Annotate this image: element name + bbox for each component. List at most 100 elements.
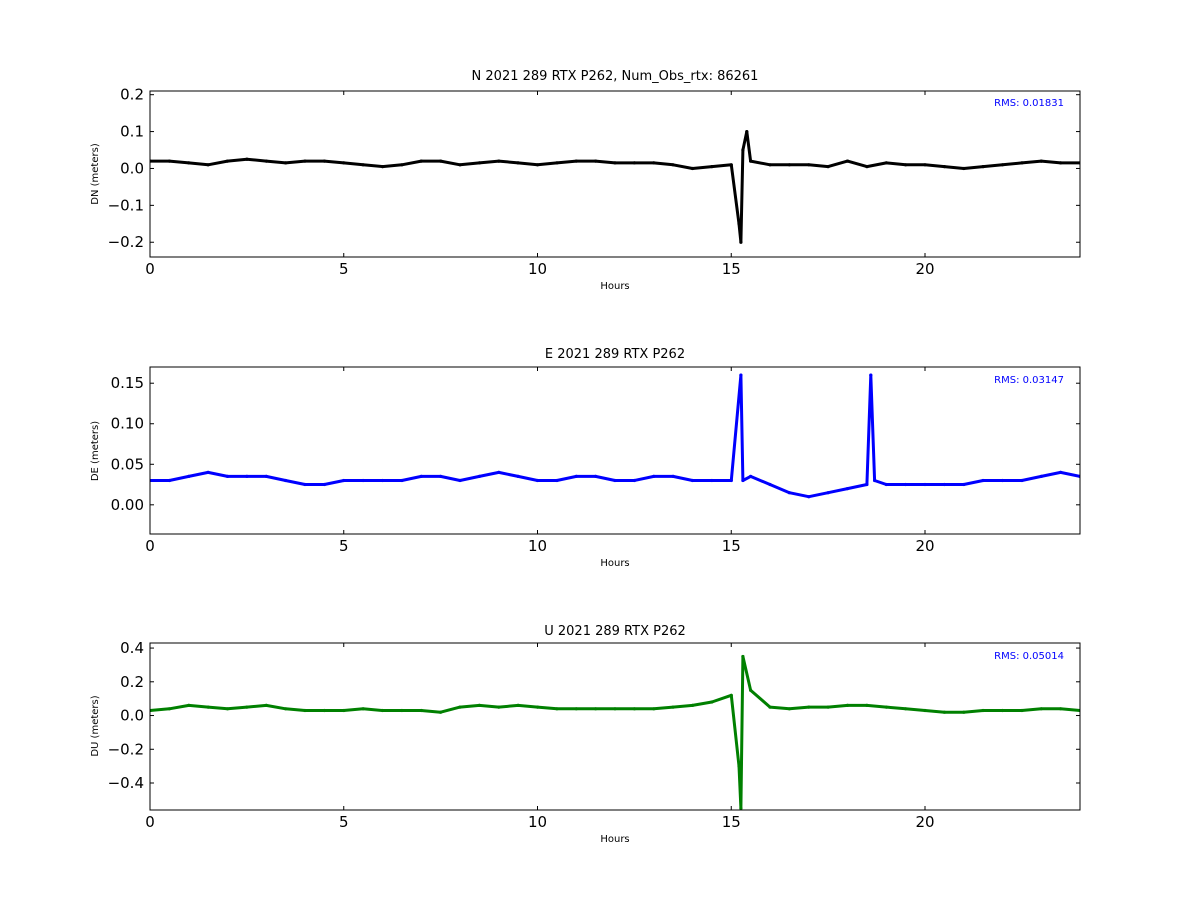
data-point-north [477, 161, 481, 165]
data-point-east [807, 495, 811, 499]
data-point-east [516, 474, 520, 478]
data-point-up [710, 700, 714, 704]
y-axis-label-north: DN (meters) [90, 143, 101, 205]
axes-frame-up [149, 642, 1081, 811]
data-point-east [497, 470, 501, 474]
data-point-north [245, 157, 249, 161]
data-point-north [904, 163, 908, 167]
x-tick-label-east: 20 [915, 537, 934, 555]
panel-east: E 2021 289 RTX P262 RMS: 0.03147 Hours D… [90, 347, 1081, 569]
data-point-north [400, 163, 404, 167]
data-point-north [225, 159, 230, 163]
data-point-up [671, 705, 675, 709]
data-point-east [873, 478, 877, 483]
data-point-up [535, 705, 540, 709]
data-point-east [1039, 474, 1043, 478]
data-point-east [787, 491, 792, 495]
panel-north: N 2021 289 RTX P262, Num_Obs_rtx: 86261 … [90, 69, 1081, 292]
x-tick-label-north: 10 [528, 260, 547, 278]
data-point-north [535, 163, 540, 167]
x-axis-label-up: Hours [600, 834, 629, 845]
data-point-up [419, 708, 423, 713]
data-point-east [710, 478, 714, 483]
data-point-east [826, 491, 830, 495]
data-point-east [342, 478, 346, 483]
data-point-up [264, 703, 268, 708]
data-point-east [206, 470, 210, 474]
data-point-east [535, 478, 540, 483]
y-tick-label-up: 0.4 [120, 639, 144, 657]
data-point-east [942, 482, 947, 487]
data-point-east [1059, 470, 1063, 474]
y-tick-label-up: −0.2 [108, 740, 144, 758]
data-point-up [439, 710, 443, 714]
data-point-up [1000, 708, 1005, 713]
y-tick-label-east: 0.05 [111, 455, 144, 473]
data-point-east [245, 474, 249, 478]
x-tick-label-north: 15 [722, 260, 741, 278]
data-point-north [652, 161, 656, 165]
data-point-up [845, 703, 850, 708]
data-point-up [729, 693, 733, 697]
data-point-north [497, 159, 501, 163]
rms-label-up: RMS: 0.05014 [994, 651, 1064, 662]
data-point-north [458, 163, 462, 167]
data-point-east [869, 373, 873, 377]
data-point-up [361, 707, 365, 711]
x-tick-label-up: 15 [722, 813, 741, 831]
data-point-up [477, 703, 481, 708]
data-point-east [749, 474, 753, 478]
data-point-up [225, 707, 230, 711]
y-tick-label-north: −0.2 [108, 233, 144, 251]
data-point-up [1039, 707, 1043, 711]
x-axis-label-north: Hours [600, 281, 629, 292]
data-point-east [400, 478, 404, 483]
y-tick-label-north: 0.1 [120, 123, 144, 141]
data-point-north [962, 166, 966, 171]
data-point-north [865, 165, 869, 169]
y-tick-label-up: 0.0 [120, 707, 144, 725]
data-point-east [594, 474, 598, 478]
data-point-up [594, 707, 598, 711]
data-point-north [729, 163, 733, 167]
data-point-east [264, 474, 268, 478]
panel-title-north: N 2021 289 RTX P262, Num_Obs_rtx: 86261 [472, 69, 759, 84]
panel-title-up: U 2021 289 RTX P262 [544, 624, 686, 639]
data-point-east [741, 478, 745, 483]
x-tick-label-up: 5 [339, 813, 349, 831]
data-point-north [361, 163, 365, 167]
y-tick-label-north: 0.2 [120, 86, 144, 104]
data-point-east [284, 478, 288, 483]
x-tick-label-east: 10 [528, 537, 547, 555]
data-point-up [1059, 707, 1063, 711]
data-point-up [342, 708, 346, 713]
data-point-east [923, 482, 927, 487]
data-point-north [439, 159, 443, 163]
data-point-up [303, 708, 307, 713]
data-point-north [749, 159, 753, 163]
data-point-east [439, 474, 443, 478]
data-point-east [303, 482, 307, 487]
data-point-up [613, 707, 617, 711]
data-point-east [739, 373, 743, 377]
series-line-up [150, 655, 1080, 810]
data-point-up [923, 708, 927, 713]
plot-area-north [150, 130, 1080, 244]
data-point-up [737, 764, 741, 768]
data-point-north [594, 159, 598, 163]
data-point-up [904, 707, 908, 711]
data-point-up [741, 654, 745, 659]
y-tick-label-east: 0.15 [111, 374, 144, 392]
data-point-up [206, 705, 210, 709]
data-point-up [690, 703, 695, 708]
data-point-north [264, 159, 268, 163]
data-point-up [884, 705, 888, 709]
panel-title-east: E 2021 289 RTX P262 [545, 347, 685, 362]
data-point-north [167, 159, 171, 163]
x-tick-label-up: 0 [145, 813, 155, 831]
x-tick-label-east: 5 [339, 537, 349, 555]
panel-up: U 2021 289 RTX P262 RMS: 0.05014 Hours D… [90, 624, 1081, 845]
data-point-east [419, 474, 423, 478]
